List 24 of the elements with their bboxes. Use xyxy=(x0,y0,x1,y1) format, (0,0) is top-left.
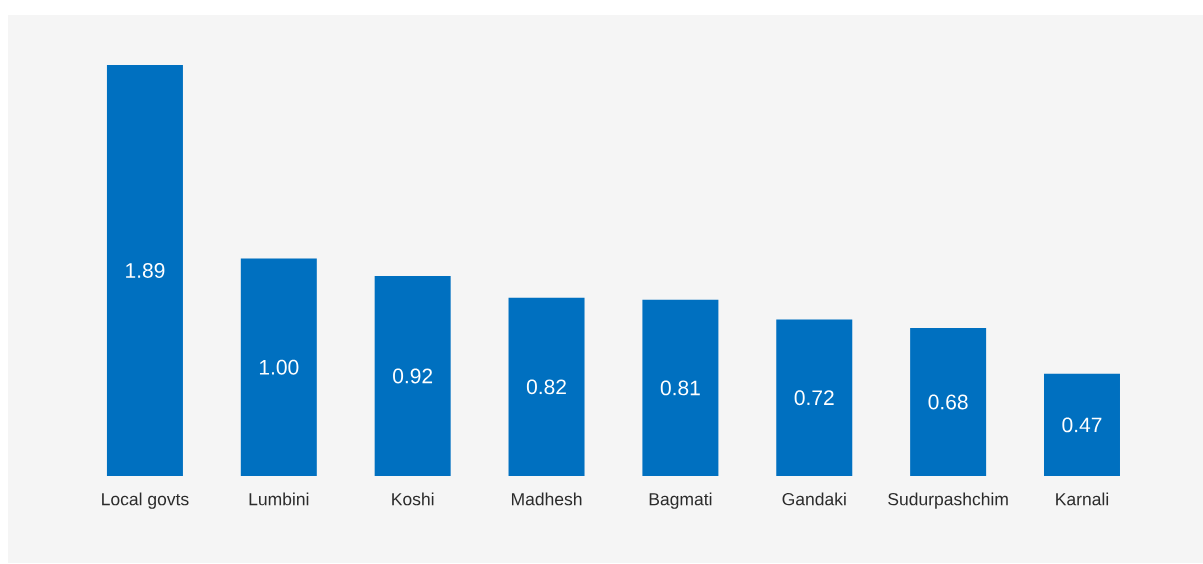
bar xyxy=(374,275,451,476)
x-tick-label: Sudurpashchim xyxy=(888,492,1008,509)
x-tick-label: Gandaki xyxy=(782,492,846,506)
data-label: 0.82 xyxy=(526,379,566,395)
bar xyxy=(508,297,585,476)
bar xyxy=(776,319,853,476)
x-tick-label: Local govts xyxy=(102,492,189,509)
data-label: 0.92 xyxy=(393,368,433,384)
bar xyxy=(910,328,987,476)
data-label: 0.81 xyxy=(660,380,700,396)
data-label: 1.89 xyxy=(126,263,165,278)
x-tick-label: Lumbini xyxy=(249,492,309,506)
x-tick-label: Koshi xyxy=(392,492,434,506)
data-label: 0.47 xyxy=(1062,417,1102,433)
bar xyxy=(1043,373,1120,476)
x-tick-label: Bagmati xyxy=(649,492,712,509)
x-tick-label: Madhesh xyxy=(511,492,582,506)
bar xyxy=(642,299,719,476)
bar xyxy=(240,258,317,476)
bar xyxy=(106,64,183,476)
data-label: 0.72 xyxy=(794,390,834,406)
data-label: 0.68 xyxy=(928,394,968,410)
x-tick-label: Karnali xyxy=(1056,492,1109,506)
data-label: 1.00 xyxy=(259,359,299,375)
